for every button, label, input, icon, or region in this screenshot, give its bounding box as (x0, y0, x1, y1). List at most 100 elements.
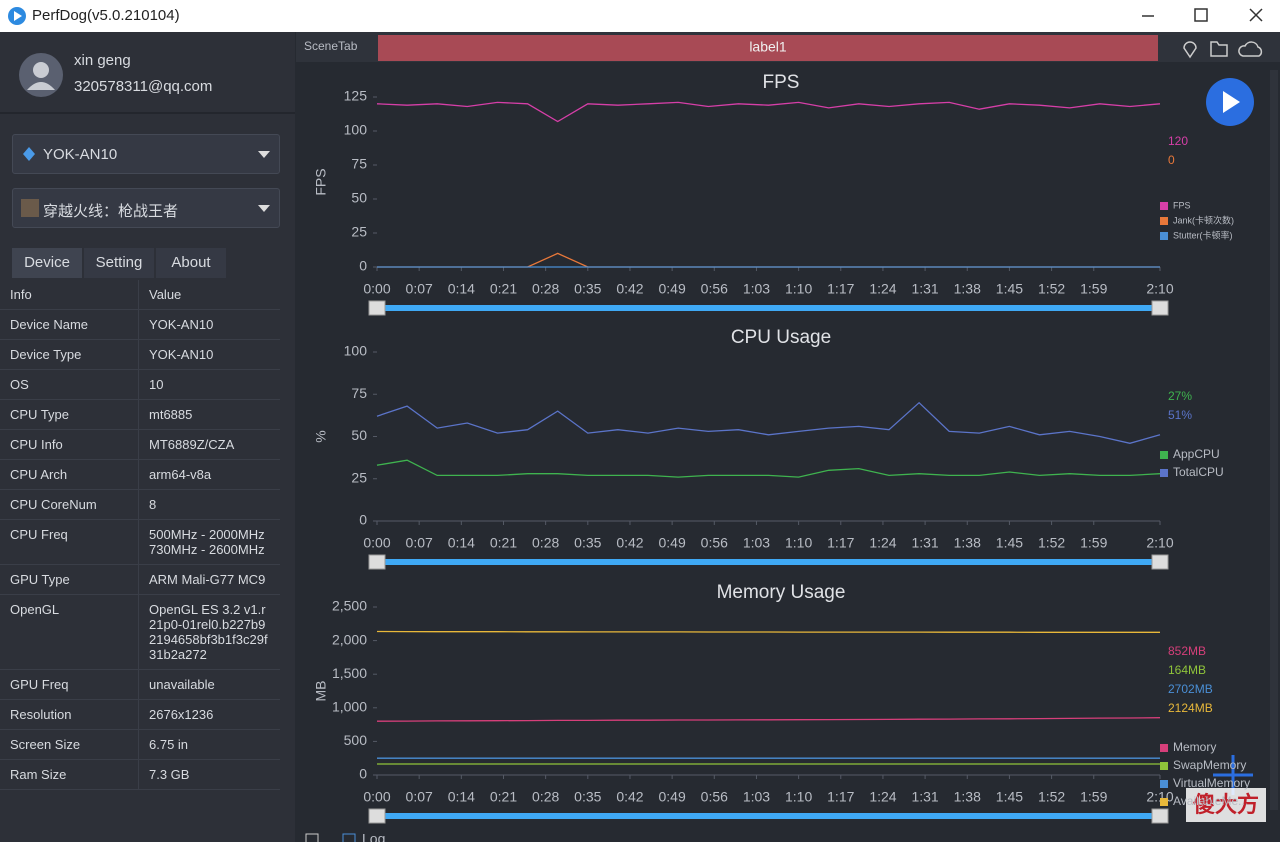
x-tick-label: 1:52 (1038, 789, 1065, 805)
x-tick-label: 1:38 (954, 789, 981, 805)
x-tick-label: 1:03 (743, 281, 770, 297)
slider-handle[interactable] (1151, 300, 1169, 316)
device-select[interactable]: YOK-AN10 (12, 134, 280, 174)
x-tick-label: 0:14 (448, 535, 475, 551)
value-cell: YOK-AN10 (138, 309, 280, 340)
table-row: OS 10 (0, 369, 280, 400)
legend-label: Memory (1173, 740, 1216, 754)
app-icon (8, 7, 26, 25)
table-row: Resolution 2676x1236 (0, 699, 280, 730)
x-tick-label: 1:31 (911, 535, 938, 551)
x-tick-label: 0:00 (363, 789, 390, 805)
info-cell: GPU Freq (0, 669, 139, 700)
x-tick-label: 1:24 (869, 789, 896, 805)
x-tick-label: 0:49 (659, 789, 686, 805)
legend-swatch (1160, 451, 1168, 459)
x-tick-label: 1:17 (827, 535, 854, 551)
value-cell: 500MHz - 2000MHz 730MHz - 2600MHz (138, 519, 280, 565)
y-tick-label: 0 (359, 512, 367, 528)
table-row: OpenGL OpenGL ES 3.2 v1.r21p0-01rel0.b227… (0, 594, 280, 670)
legend-swatch (1160, 469, 1168, 477)
slider-handle[interactable] (1151, 554, 1169, 570)
scene-label-bar[interactable] (378, 35, 1158, 61)
value-cell: YOK-AN10 (138, 339, 280, 370)
info-cell: Screen Size (0, 729, 139, 760)
time-slider[interactable] (385, 559, 1152, 565)
legend-label: AvailableMe... (1173, 794, 1248, 808)
legend-label: VirtualMemory (1173, 776, 1250, 790)
header-cell: Info (0, 280, 139, 310)
x-tick-label: 0:07 (406, 789, 433, 805)
y-tick-label: 25 (351, 469, 367, 485)
x-tick-label: 0:28 (532, 789, 559, 805)
app-name: 穿越火线：枪战王者 (43, 203, 179, 220)
y-tick-label: 25 (351, 224, 367, 240)
x-tick-label: 1:45 (996, 535, 1023, 551)
current-value: 51% (1168, 408, 1192, 422)
current-value: 2124MB (1168, 701, 1213, 715)
slider-handle[interactable] (368, 808, 386, 824)
title-bar: PerfDog(v5.0.210104) (0, 0, 1280, 32)
info-cell: Device Name (0, 309, 139, 340)
x-tick-label: 0:14 (448, 281, 475, 297)
tab[interactable]: Device (12, 248, 82, 278)
x-tick-label: 1:38 (954, 535, 981, 551)
legend-swatch (1160, 202, 1168, 210)
y-axis-label: % (313, 430, 329, 442)
y-tick-label: 75 (351, 156, 367, 172)
y-tick-label: 0 (359, 258, 367, 274)
y-tick-label: 125 (344, 88, 368, 104)
series-line (376, 717, 1161, 722)
table-row: CPU Type mt6885 (0, 399, 280, 430)
x-tick-label: 0:28 (532, 281, 559, 297)
chart-title: Memory Usage (717, 582, 846, 603)
info-cell: CPU Arch (0, 459, 139, 490)
legend-swatch (1160, 762, 1168, 770)
chart-title: CPU Usage (731, 327, 831, 348)
log-checkbox[interactable] (342, 833, 356, 842)
y-tick-label: 50 (351, 427, 367, 443)
y-tick-label: 75 (351, 385, 367, 401)
y-tick-label: 0 (359, 766, 367, 782)
log-toggle[interactable] (305, 833, 319, 842)
legend-label: FPS (1173, 200, 1191, 210)
x-tick-label: 0:56 (701, 789, 728, 805)
slider-handle[interactable] (368, 300, 386, 316)
legend-swatch (1160, 217, 1168, 225)
x-tick-label: 0:35 (574, 535, 601, 551)
scene-tab[interactable]: SceneTab (304, 39, 358, 53)
app-select[interactable]: 穿越火线：枪战王者 (12, 188, 280, 228)
slider-handle[interactable] (1151, 808, 1169, 824)
tab[interactable]: Setting (84, 248, 154, 278)
x-tick-label: 1:10 (785, 789, 812, 805)
value-cell: MT6889Z/CZA (138, 429, 280, 460)
x-tick-label: 0:14 (448, 789, 475, 805)
x-tick-label: 1:17 (827, 789, 854, 805)
time-slider[interactable] (385, 813, 1152, 819)
x-tick-label: 0:49 (659, 281, 686, 297)
toolbar-icons[interactable] (1183, 41, 1263, 59)
x-tick-label: 1:38 (954, 281, 981, 297)
legend-swatch (1160, 232, 1168, 240)
info-cell: Resolution (0, 699, 139, 730)
tab[interactable]: About (156, 248, 226, 278)
slider-handle[interactable] (368, 554, 386, 570)
window-controls[interactable] (1130, 0, 1280, 32)
user-name: xin geng (74, 52, 131, 69)
log-label: Log (362, 831, 385, 842)
time-slider[interactable] (385, 305, 1152, 311)
legend-swatch (1160, 798, 1168, 806)
value-cell: unavailable (138, 669, 280, 700)
x-tick-label: 0:00 (363, 281, 390, 297)
y-axis-label: MB (313, 681, 329, 702)
table-row: CPU Freq 500MHz - 2000MHz 730MHz - 2600MH… (0, 519, 280, 565)
x-tick-label: 1:52 (1038, 281, 1065, 297)
table-row: Device Type YOK-AN10 (0, 339, 280, 370)
y-tick-label: 100 (344, 343, 368, 359)
value-cell: 2676x1236 (138, 699, 280, 730)
y-tick-label: 500 (344, 732, 368, 748)
tabs: Device Setting About (12, 248, 228, 278)
info-cell: OpenGL (0, 594, 139, 670)
info-cell: CPU Freq (0, 519, 139, 565)
